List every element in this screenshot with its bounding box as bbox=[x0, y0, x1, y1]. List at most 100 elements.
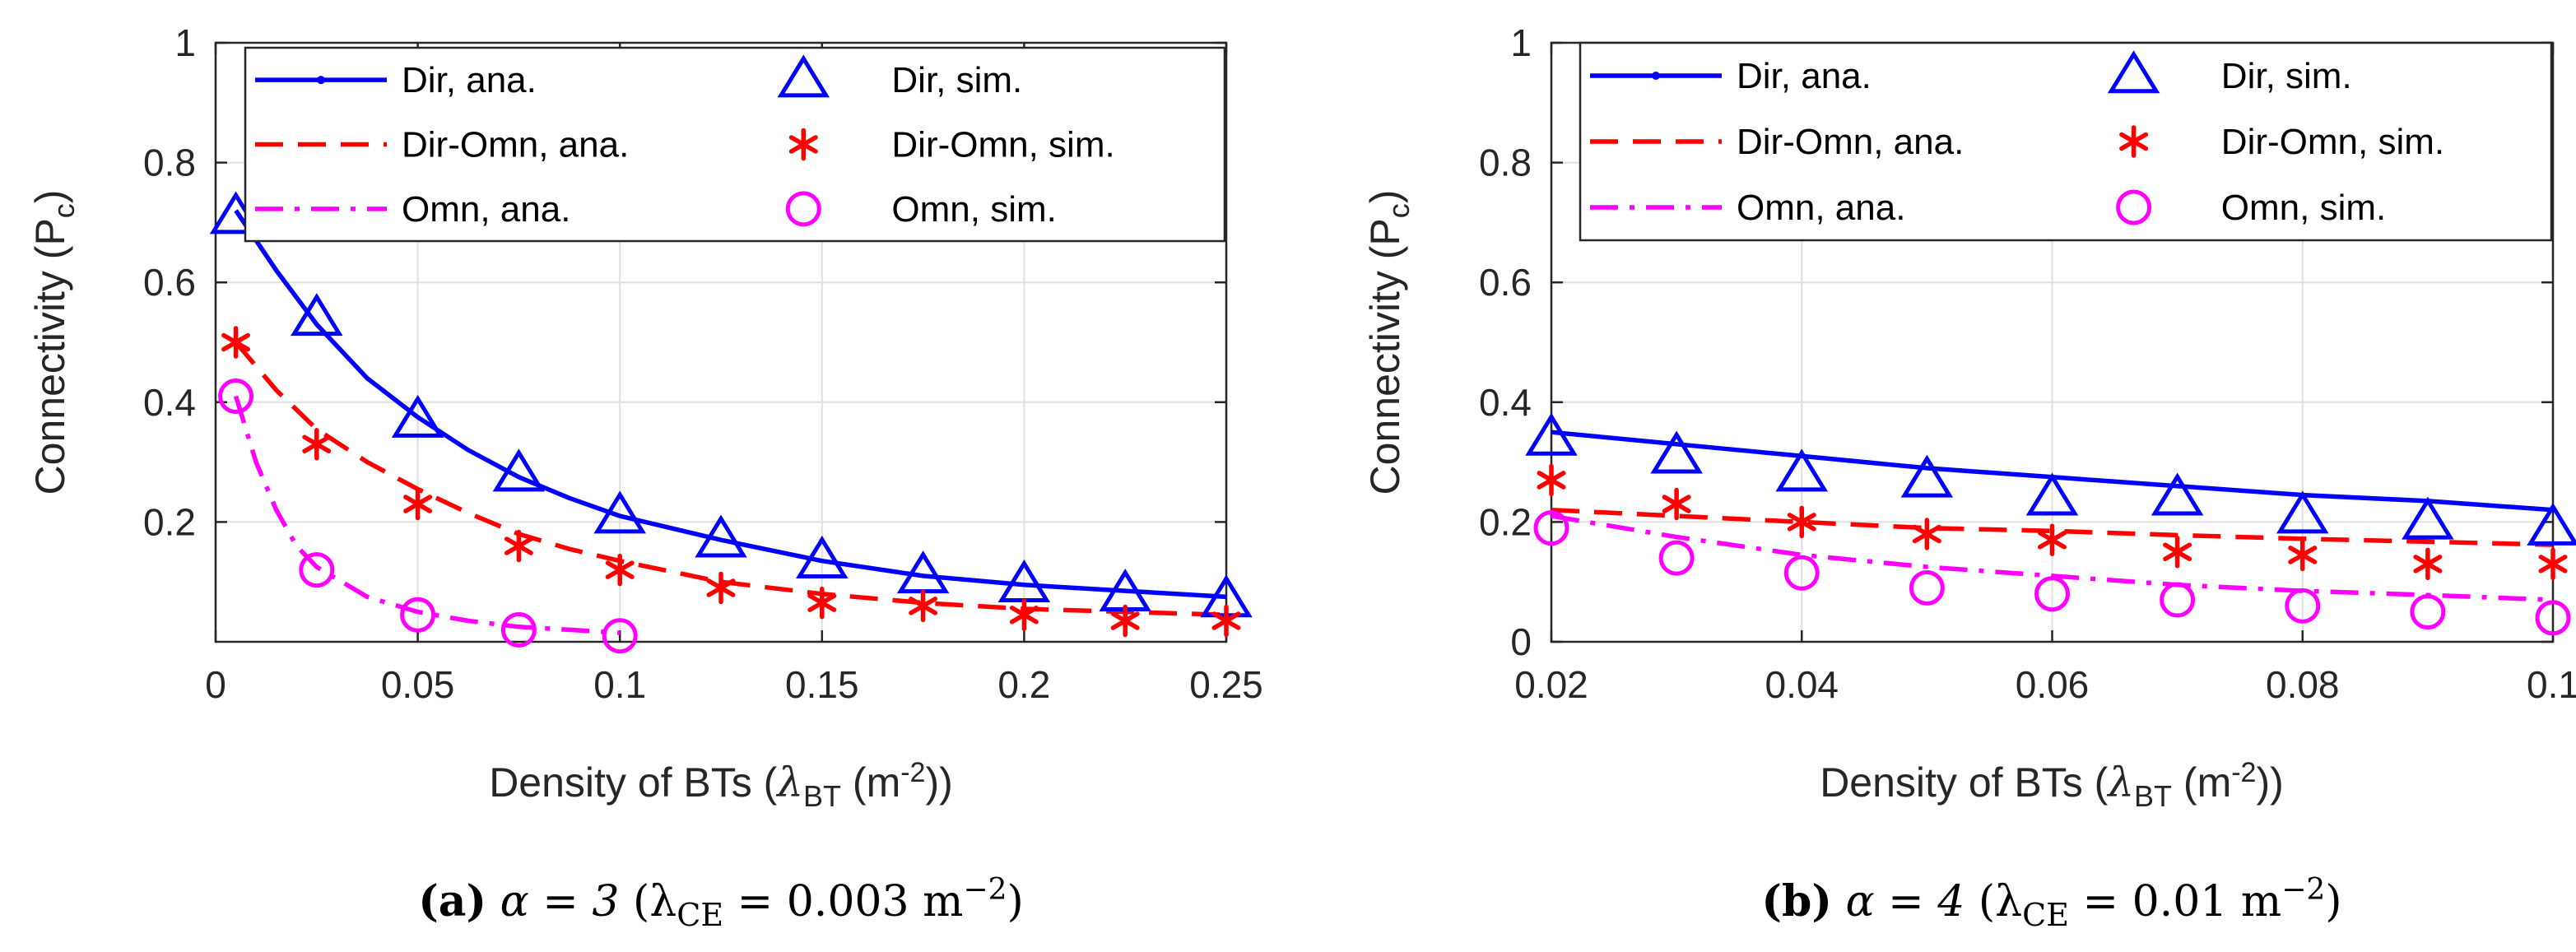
legend-dot bbox=[317, 76, 325, 85]
x-label-text: Density of BTs ( bbox=[1820, 759, 2108, 806]
dir-omn-sim-point bbox=[1912, 518, 1941, 550]
dir-omn-sim-point bbox=[706, 571, 736, 605]
dir-sim-point bbox=[593, 490, 646, 534]
dir-omn-sim-point-stroke bbox=[504, 536, 533, 555]
caption-tag: (b) bbox=[1761, 876, 1832, 926]
dir-omn-sim-point-stroke bbox=[1110, 611, 1140, 630]
x-tick-label: 0.1 bbox=[593, 663, 646, 706]
dir-omn-sim-point-stroke bbox=[2038, 530, 2067, 550]
omn-sim-point bbox=[500, 611, 537, 648]
dir-omn-sim-point bbox=[2413, 547, 2443, 581]
x-label-text: )) bbox=[925, 759, 952, 806]
omn-sim-point bbox=[2410, 594, 2446, 630]
panel-a-x-axis-label: Density of BTs (λBT (m-2)) bbox=[489, 757, 953, 813]
caption-alpha: α = 4 bbox=[1832, 877, 1978, 926]
panel-b: 0.02 0.04 0.06 0.08 0.1 0 0.2 0.4 0.6 0.8 1 Density… bbox=[1362, 21, 2576, 933]
dir-sim-point bbox=[2402, 496, 2454, 540]
omn-ana-line bbox=[233, 395, 621, 635]
panel-b-plot bbox=[1525, 412, 2576, 636]
dir-omn-ana-line bbox=[1551, 508, 2554, 547]
dir-omn-sim-point bbox=[221, 326, 251, 359]
x-label-sup: -2 bbox=[2231, 757, 2256, 788]
panel-a-legend: Dir, ana. Dir-Omn, ana. Omn, ana. Dir, sim.… bbox=[244, 46, 1226, 243]
caption-text: ) bbox=[1007, 877, 1024, 926]
dir-sim-point bbox=[2276, 490, 2329, 534]
omn-sim-point bbox=[299, 552, 335, 588]
dir-omn-sim-point-stroke bbox=[403, 495, 433, 513]
omn-sim-point bbox=[2034, 576, 2070, 612]
legend-marker bbox=[2107, 50, 2160, 94]
legend-marker bbox=[785, 191, 821, 227]
dir-omn-sim-point-stroke bbox=[1211, 611, 1241, 630]
dir-omn-sim-point bbox=[504, 529, 533, 563]
x-tick-label: 0.05 bbox=[381, 663, 455, 706]
dir-omn-sim-point-stroke bbox=[1537, 471, 1566, 490]
x-label-lambda: λ bbox=[775, 759, 803, 806]
dir-omn-sim-point-stroke bbox=[1662, 495, 1691, 513]
y-tick-label: 0 bbox=[1510, 620, 1532, 663]
omn-sim-point bbox=[1533, 510, 1569, 546]
dir-omn-ana-line bbox=[234, 341, 1227, 617]
legend-label: Dir, sim. bbox=[2221, 56, 2352, 96]
panel-a: 0 0.05 0.1 0.15 0.2 0.25 0.2 0.4 0.6 0.8 1 Density … bbox=[27, 21, 1263, 933]
panel-a-caption: (a) α = 3 (λCE = 0.003 m−2) bbox=[418, 873, 1024, 933]
y-tick-label: 0.6 bbox=[143, 261, 196, 304]
y-label-sub: c bbox=[1382, 203, 1416, 218]
dir-omn-sim-point-stroke bbox=[2163, 542, 2192, 562]
y-label-sub: c bbox=[47, 203, 81, 218]
y-tick-label: 0.8 bbox=[143, 142, 196, 184]
panel-b-y-axis-label: Connectivity (Pc) bbox=[1362, 190, 1416, 495]
caption-text: ) bbox=[2325, 877, 2341, 926]
dir-omn-sim-point-stroke bbox=[1009, 605, 1039, 625]
panel-a-ticks: 0 0.05 0.1 0.15 0.2 0.25 0.2 0.4 0.6 0.8 1 bbox=[143, 21, 1263, 706]
x-tick-label: 0.08 bbox=[2266, 663, 2340, 706]
omn-sim-point bbox=[2285, 587, 2321, 624]
x-tick-label: 0.1 bbox=[2527, 663, 2576, 706]
dir-omn-sim-point bbox=[605, 553, 635, 587]
x-label-sub: BT bbox=[803, 779, 841, 813]
dir-omn-sim-point-stroke bbox=[2413, 555, 2443, 574]
legend-label: Omn, ana. bbox=[1737, 188, 1905, 228]
dir-omn-sim-point bbox=[2038, 523, 2067, 556]
dir-omn-sim-point bbox=[1009, 598, 1039, 631]
dir-omn-sim-point-stroke bbox=[706, 578, 736, 597]
x-label-sub: BT bbox=[2134, 779, 2172, 813]
dir-omn-sim-point-stroke bbox=[221, 332, 251, 352]
panel-b-ticks: 0.02 0.04 0.06 0.08 0.1 0 0.2 0.4 0.6 0.8 1 bbox=[1479, 21, 2576, 706]
legend-label: Dir-Omn, ana. bbox=[402, 125, 629, 165]
caption-text: = 0.003 m bbox=[723, 877, 963, 926]
caption-text: (λ bbox=[1978, 877, 2022, 926]
x-label-lambda: λ bbox=[2106, 759, 2134, 806]
panel-b-x-axis-label: Density of BTs (λBT (m-2)) bbox=[1820, 757, 2284, 813]
y-tick-label: 0.2 bbox=[143, 500, 196, 543]
y-tick-label: 0.4 bbox=[143, 381, 196, 424]
legend-label: Dir, ana. bbox=[1737, 56, 1872, 96]
x-label-text: Density of BTs ( bbox=[489, 759, 777, 806]
legend-box bbox=[1579, 41, 2553, 242]
dir-sim-point bbox=[291, 293, 343, 337]
dir-omn-sim-point-stroke bbox=[807, 593, 837, 612]
x-label-text: (m bbox=[841, 759, 900, 806]
dir-sim-point bbox=[695, 514, 747, 558]
legend-marker-stroke bbox=[788, 135, 818, 154]
dir-sim-point bbox=[1650, 430, 1703, 474]
dir-omn-sim-point-stroke bbox=[302, 434, 332, 454]
dir-sim-point bbox=[391, 394, 444, 438]
panel-a-y-axis-label: Connectivity (Pc) bbox=[27, 190, 81, 495]
caption-sub: CE bbox=[677, 897, 723, 933]
legend-marker-stroke bbox=[2119, 132, 2149, 151]
legend-box bbox=[244, 46, 1226, 243]
legend-marker bbox=[777, 54, 830, 98]
dir-ana-line bbox=[234, 209, 1227, 600]
dir-omn-sim-point bbox=[302, 428, 332, 461]
y-tick-label: 0.4 bbox=[1479, 381, 1532, 424]
dir-omn-sim-point bbox=[403, 487, 433, 521]
dir-omn-sim-point bbox=[1787, 505, 1816, 539]
dir-omn-sim-point bbox=[1662, 487, 1691, 521]
legend-label: Omn, ana. bbox=[402, 189, 570, 230]
y-tick-label: 0.8 bbox=[1479, 142, 1532, 184]
omn-sim-point bbox=[400, 597, 436, 633]
dir-sim-point bbox=[492, 448, 546, 492]
y-label-text: Connectivity (P bbox=[1362, 218, 1408, 495]
